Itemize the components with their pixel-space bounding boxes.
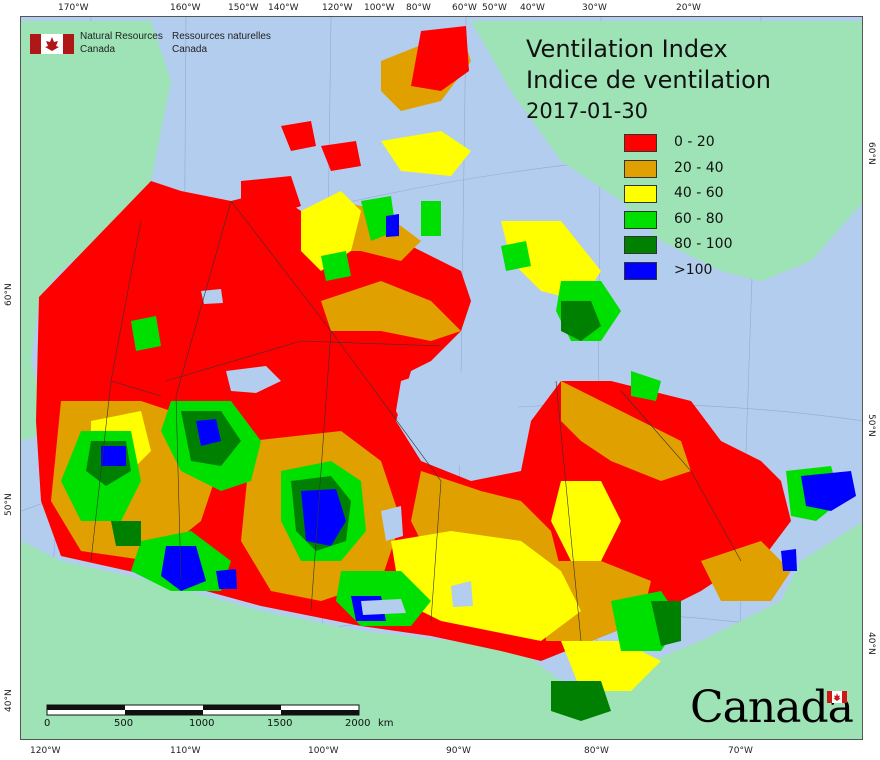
map-date: 2017-01-30 [526, 99, 649, 123]
usa-land [21, 522, 862, 739]
zones-40-60 [91, 131, 661, 691]
top-tick-label: 150°W [228, 3, 259, 13]
map-title-fr: Indice de ventilation [526, 66, 772, 94]
top-tick-label: 170°W [58, 3, 89, 13]
legend-label: 20 - 40 [674, 159, 724, 176]
bottom-tick-label: 80°W [584, 746, 609, 756]
top-tick-label: 40°W [520, 3, 545, 13]
top-tick-label: 30°W [582, 3, 607, 13]
legend-label: 40 - 60 [674, 185, 724, 201]
bottom-tick-label: 110°W [170, 746, 201, 756]
legend-label: 80 - 100 [674, 236, 733, 252]
legend-swatch [624, 185, 657, 203]
scale-label: 500 [114, 718, 134, 729]
map-title-block: Ventilation Index Indice de ventilation … [526, 34, 771, 126]
alaska-land [21, 21, 171, 441]
lakes [201, 289, 473, 615]
agency-en-line1: Natural Resources [80, 31, 163, 42]
top-tick-label: 140°W [268, 3, 299, 13]
scale-label: 1500 [267, 718, 293, 729]
top-tick-label: 100°W [364, 3, 395, 13]
map-title-en: Ventilation Index [526, 35, 728, 63]
legend-swatch [624, 261, 657, 280]
scale-label: 2000 [345, 718, 371, 729]
legend-label: 0 - 20 [674, 134, 715, 150]
bottom-tick-label: 120°W [30, 746, 61, 756]
bottom-tick-label: 70°W [728, 746, 753, 756]
ventilation-map-graphic [21, 17, 862, 739]
province-boundaries [90, 200, 742, 642]
canada-flag-icon [30, 34, 74, 54]
agency-en-line2: Canada [80, 44, 116, 55]
agency-fr-line2: Canada [172, 44, 208, 55]
right-tick-label: 60°N [866, 142, 876, 165]
greenland-land [471, 21, 862, 281]
agency-fr-line1: Ressources naturelles [172, 31, 271, 42]
bottom-tick-label: 100°W [308, 746, 339, 756]
top-tick-label: 80°W [406, 3, 431, 13]
legend-swatch [624, 159, 657, 178]
scale-unit: km [378, 718, 394, 729]
scale-bar-graphic [46, 704, 360, 716]
legend-swatch [624, 134, 657, 152]
right-tick-label: 40°N [866, 632, 876, 655]
top-tick-label: 120°W [322, 3, 353, 13]
canada-wordmark: Canada [690, 682, 854, 733]
map-canvas [20, 16, 863, 740]
top-tick-label: 50°W [482, 3, 507, 13]
arctic-islands [241, 26, 469, 216]
agency-name-en: Natural Resources Canada [80, 30, 163, 56]
scale-label: 0 [44, 718, 51, 729]
top-tick-label: 20°W [676, 3, 701, 13]
top-tick-label: 160°W [170, 3, 201, 13]
legend-swatch [624, 210, 657, 229]
legend-label: 60 - 80 [674, 210, 724, 227]
right-tick-label: 50°N [866, 414, 876, 437]
scale-label: 1000 [189, 718, 215, 729]
hudson-bay [396, 361, 521, 471]
top-tick-label: 60°W [452, 3, 477, 13]
canada-wordmark-flag-icon [827, 691, 847, 703]
left-tick-label: 60°N [4, 283, 14, 306]
agency-name-fr: Ressources naturelles Canada [172, 30, 271, 56]
bottom-tick-label: 90°W [446, 746, 471, 756]
legend-label: >100 [674, 261, 713, 278]
left-tick-label: 40°N [4, 689, 14, 712]
legend-swatch [624, 236, 657, 254]
left-tick-label: 50°N [4, 493, 14, 516]
